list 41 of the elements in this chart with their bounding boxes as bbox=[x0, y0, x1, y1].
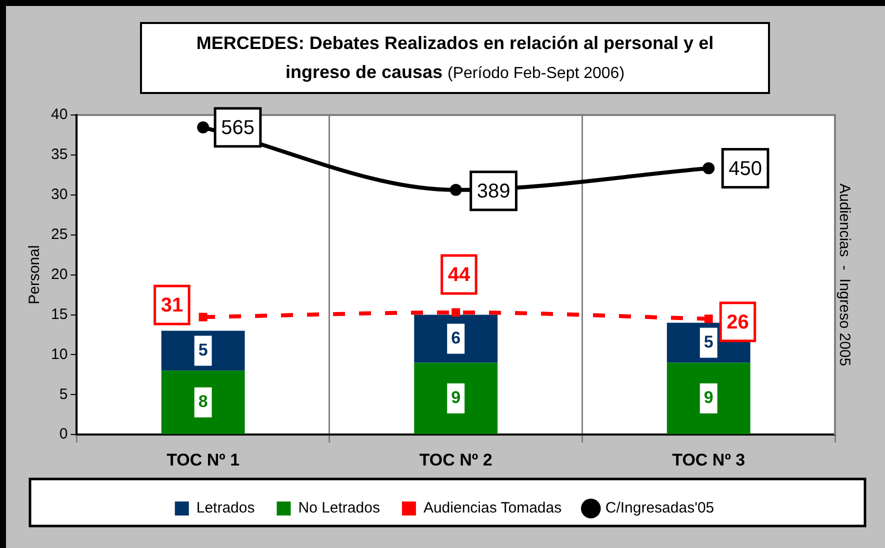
y-tick-label: 40 bbox=[50, 106, 68, 124]
y-tick-label: 25 bbox=[50, 226, 68, 243]
data-label: 31 bbox=[160, 294, 184, 317]
point bbox=[450, 184, 462, 196]
y2-axis-title: Audiencias - Ingreso 2005 bbox=[836, 183, 853, 366]
legend-label: No Letrados bbox=[298, 500, 380, 517]
x-tick-label: TOC Nº 2 bbox=[419, 450, 492, 470]
x-tick-label: TOC Nº 1 bbox=[166, 450, 240, 470]
data-label: 44 bbox=[448, 264, 471, 286]
point bbox=[452, 308, 460, 317]
legend-label: Audiencias Tomadas bbox=[423, 500, 562, 517]
data-label: 565 bbox=[221, 116, 254, 139]
y-tick-label: 20 bbox=[50, 266, 68, 283]
point bbox=[198, 312, 208, 322]
point bbox=[702, 162, 715, 174]
bar bbox=[414, 362, 498, 434]
y-tick-label: 15 bbox=[50, 306, 68, 323]
bar bbox=[414, 314, 498, 363]
y-tick-label: 10 bbox=[50, 346, 68, 363]
point bbox=[197, 121, 210, 134]
data-label: 5 bbox=[198, 340, 208, 360]
data-label: 9 bbox=[704, 388, 714, 408]
x-tick-label: TOC Nº 3 bbox=[672, 450, 746, 470]
chart-subtitle: (Período Feb-Sept 2006) bbox=[448, 65, 625, 82]
y-tick-label: 0 bbox=[59, 426, 68, 443]
data-label: 389 bbox=[476, 180, 510, 202]
data-label: 5 bbox=[704, 332, 714, 352]
legend-label: C/Ingresadas'05 bbox=[605, 500, 714, 517]
data-label: 26 bbox=[726, 311, 749, 334]
bar bbox=[161, 370, 245, 434]
y-axis-title: Personal bbox=[26, 245, 44, 304]
data-label: 8 bbox=[198, 392, 208, 412]
data-label: 9 bbox=[451, 388, 461, 408]
y-tick-label: 35 bbox=[50, 146, 68, 164]
bar bbox=[666, 362, 750, 434]
y-tick-label: 5 bbox=[59, 386, 68, 403]
data-label: 6 bbox=[451, 328, 461, 348]
point bbox=[704, 314, 713, 324]
legend-label: Letrados bbox=[196, 500, 255, 517]
data-label: 450 bbox=[728, 158, 762, 180]
y-tick-label: 30 bbox=[50, 186, 68, 204]
